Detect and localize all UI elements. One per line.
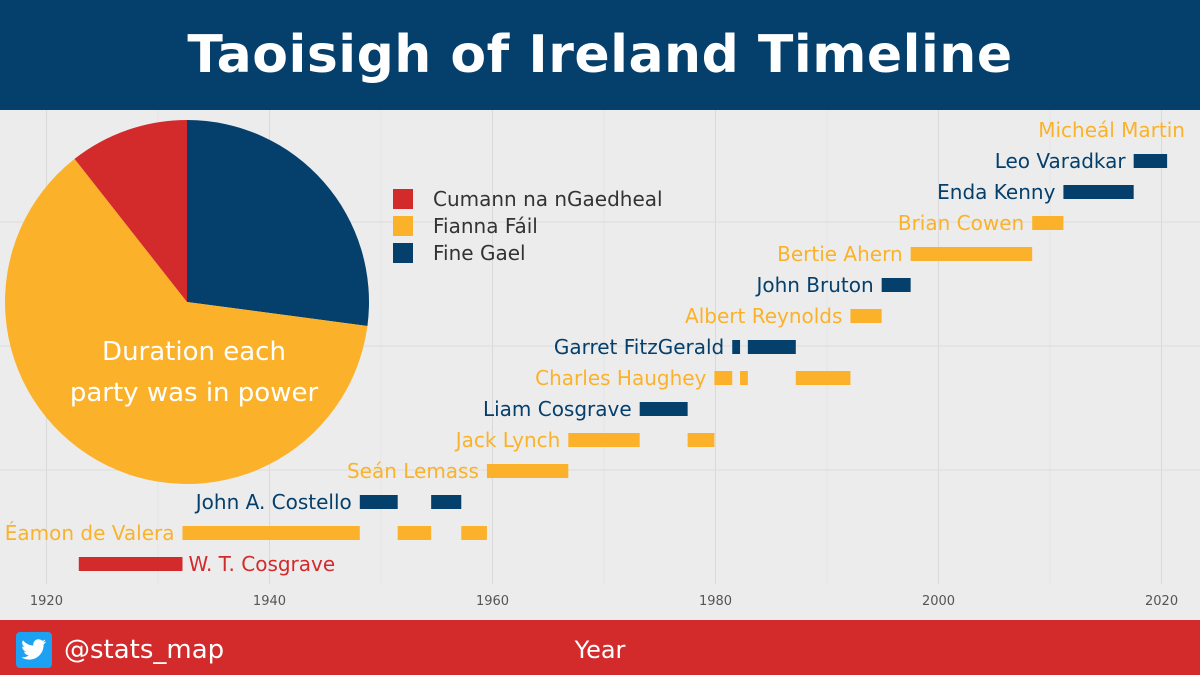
twitter-icon[interactable] bbox=[16, 632, 52, 668]
term-bar-jack-lynch bbox=[568, 433, 640, 447]
pie-title: Duration each party was in power bbox=[70, 337, 319, 408]
legend-label-cumann-na-ngaedheal: Cumann na nGaedheal bbox=[433, 187, 663, 211]
term-bar-w-t-cosgrave bbox=[78, 557, 183, 571]
term-bar-charles-haughey bbox=[795, 371, 851, 385]
x-tick-label: 2020 bbox=[1145, 594, 1178, 609]
label-jack-lynch: Jack Lynch bbox=[454, 428, 561, 452]
twitter-handle[interactable]: @stats_map bbox=[64, 635, 225, 665]
term-bar-brian-cowen bbox=[1032, 216, 1064, 230]
term-bar-eamon-de-valera bbox=[397, 526, 432, 540]
term-bar-john-a-costello bbox=[431, 495, 462, 509]
label-albert-reynolds: Albert Reynolds bbox=[685, 304, 842, 328]
x-axis-title: Year bbox=[574, 636, 626, 664]
term-bars bbox=[78, 154, 1168, 571]
term-bar-garret-fitzgerald bbox=[732, 340, 741, 354]
pie-slice-cumann-na-ngaedheal bbox=[74, 120, 187, 302]
term-bar-eamon-de-valera bbox=[461, 526, 487, 540]
x-tick-label: 1960 bbox=[476, 594, 509, 609]
legend-swatch-fianna-fail bbox=[393, 216, 413, 236]
x-tick-label: 2000 bbox=[922, 594, 955, 609]
legend-label-fianna-fail: Fianna Fáil bbox=[433, 214, 538, 238]
term-bar-charles-haughey bbox=[740, 371, 748, 385]
footer-bar bbox=[0, 620, 1200, 675]
term-bar-enda-kenny bbox=[1063, 185, 1134, 199]
term-bar-leo-varadkar bbox=[1133, 154, 1168, 168]
label-john-bruton: John Bruton bbox=[754, 273, 873, 297]
term-bar-garret-fitzgerald bbox=[747, 340, 796, 354]
legend-swatch-fine-gael bbox=[393, 243, 413, 263]
term-bar-bertie-ahern bbox=[910, 247, 1033, 261]
label-enda-kenny: Enda Kenny bbox=[937, 180, 1055, 204]
term-bar-eamon-de-valera bbox=[182, 526, 360, 540]
label-charles-haughey: Charles Haughey bbox=[535, 366, 706, 390]
x-tick-label: 1940 bbox=[253, 594, 286, 609]
term-bar-liam-cosgrave bbox=[639, 402, 688, 416]
legend-label-fine-gael: Fine Gael bbox=[433, 241, 526, 265]
pie-title-line: Duration each bbox=[102, 337, 286, 367]
term-bar-john-a-costello bbox=[359, 495, 398, 509]
pie-slice-fine-gael bbox=[187, 120, 369, 326]
label-eamon-de-valera: Éamon de Valera bbox=[5, 521, 175, 545]
taoiseach-labels: W. T. Cosgrave Éamon de Valera John A. Cos… bbox=[5, 118, 1185, 576]
x-tick-label: 1920 bbox=[30, 594, 63, 609]
label-bertie-ahern: Bertie Ahern bbox=[777, 242, 903, 266]
label-liam-cosgrave: Liam Cosgrave bbox=[483, 397, 632, 421]
x-tick-labels: 1920 1940 1960 1980 2000 2020 bbox=[30, 594, 1178, 609]
label-john-a-costello: John A. Costello bbox=[194, 490, 352, 514]
pie-slice-fianna-fail bbox=[4, 158, 368, 484]
term-bar-jack-lynch bbox=[687, 433, 715, 447]
timeline-chart: W. T. Cosgrave Éamon de Valera John A. Cos… bbox=[0, 110, 1200, 609]
party-duration-pie bbox=[4, 120, 369, 484]
label-micheal-martin: Micheál Martin bbox=[1038, 118, 1185, 142]
title-banner: Taoisigh of Ireland Timeline bbox=[0, 0, 1200, 110]
label-brian-cowen: Brian Cowen bbox=[898, 211, 1024, 235]
label-sean-lemass: Seán Lemass bbox=[347, 459, 479, 483]
term-bar-charles-haughey bbox=[714, 371, 733, 385]
pie-title-line: party was in power bbox=[70, 378, 319, 408]
x-tick-label: 1980 bbox=[699, 594, 732, 609]
term-bar-john-bruton bbox=[881, 278, 911, 292]
party-legend: Cumann na nGaedheal Fianna Fáil Fine Gael bbox=[393, 187, 663, 265]
label-w-t-cosgrave: W. T. Cosgrave bbox=[188, 552, 335, 576]
label-leo-varadkar: Leo Varadkar bbox=[995, 149, 1127, 173]
term-bar-albert-reynolds bbox=[850, 309, 882, 323]
page-title: Taoisigh of Ireland Timeline bbox=[187, 25, 1013, 85]
term-bar-sean-lemass bbox=[486, 464, 569, 478]
legend-swatch-cumann-na-ngaedheal bbox=[393, 189, 413, 209]
label-garret-fitzgerald: Garret FitzGerald bbox=[554, 335, 724, 359]
